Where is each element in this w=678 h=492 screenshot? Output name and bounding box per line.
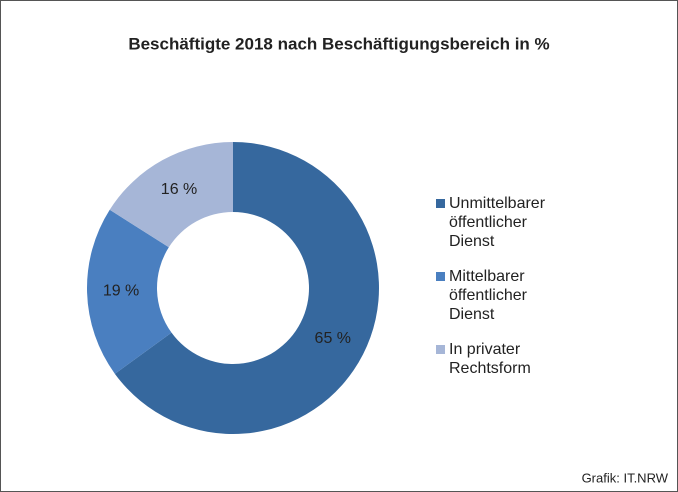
legend-label: Mittelbarer öffentlicher Dienst: [449, 268, 527, 323]
source: Grafik: IT.NRW: [582, 470, 669, 485]
donut-segment: [87, 209, 172, 374]
legend-swatch: [436, 345, 445, 354]
legend-swatch: [436, 272, 445, 281]
legend-swatch: [436, 199, 445, 208]
data-label: 19 %: [103, 283, 139, 300]
data-label: 65 %: [315, 330, 351, 347]
data-label: 16 %: [161, 181, 197, 198]
legend-label: Unmittelbarer öffentlicher Dienst: [449, 195, 546, 250]
chart-title: Beschäftigte 2018 nach Beschäftigungsber…: [128, 34, 549, 53]
legend-item: Unmittelbarer öffentlicher Dienst: [436, 194, 576, 251]
donut-segment: [114, 142, 380, 435]
donut-segment: [109, 142, 233, 248]
legend-item: In privater Rechtsform: [436, 340, 576, 378]
legend-label: In privater Rechtsform: [449, 341, 531, 377]
legend-item: Mittelbarer öffentlicher Dienst: [436, 267, 576, 324]
